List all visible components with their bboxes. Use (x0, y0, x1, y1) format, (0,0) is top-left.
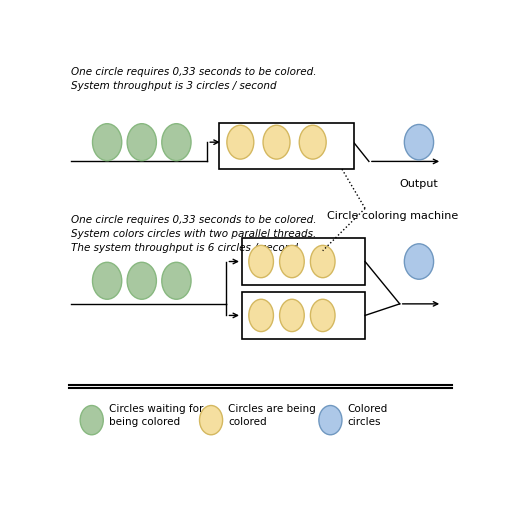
Ellipse shape (127, 262, 156, 299)
Ellipse shape (249, 245, 273, 277)
Ellipse shape (92, 262, 122, 299)
Bar (242, 292, 365, 338)
Text: Output: Output (400, 179, 438, 189)
Text: Circle coloring machine: Circle coloring machine (327, 212, 458, 221)
Ellipse shape (162, 262, 191, 299)
Ellipse shape (299, 125, 326, 159)
Ellipse shape (200, 406, 223, 435)
Ellipse shape (263, 125, 290, 159)
Ellipse shape (92, 124, 122, 160)
Ellipse shape (310, 245, 335, 277)
Ellipse shape (279, 245, 304, 277)
Ellipse shape (227, 125, 254, 159)
Ellipse shape (80, 406, 103, 435)
Ellipse shape (319, 406, 342, 435)
Text: Colored
circles: Colored circles (347, 404, 388, 427)
Bar (219, 123, 354, 169)
Ellipse shape (127, 124, 156, 160)
Bar (242, 239, 365, 285)
Ellipse shape (404, 125, 434, 160)
Text: One circle requires 0,33 seconds to be colored.
System throughput is 3 circles /: One circle requires 0,33 seconds to be c… (71, 67, 316, 91)
Ellipse shape (249, 299, 273, 332)
Ellipse shape (279, 299, 304, 332)
Ellipse shape (310, 299, 335, 332)
Text: Circles are being
colored: Circles are being colored (228, 404, 316, 427)
Ellipse shape (404, 244, 434, 279)
Text: One circle requires 0,33 seconds to be colored.
System colors circles with two p: One circle requires 0,33 seconds to be c… (71, 215, 316, 253)
Ellipse shape (162, 124, 191, 160)
Text: Circles waiting for
being colored: Circles waiting for being colored (109, 404, 203, 427)
